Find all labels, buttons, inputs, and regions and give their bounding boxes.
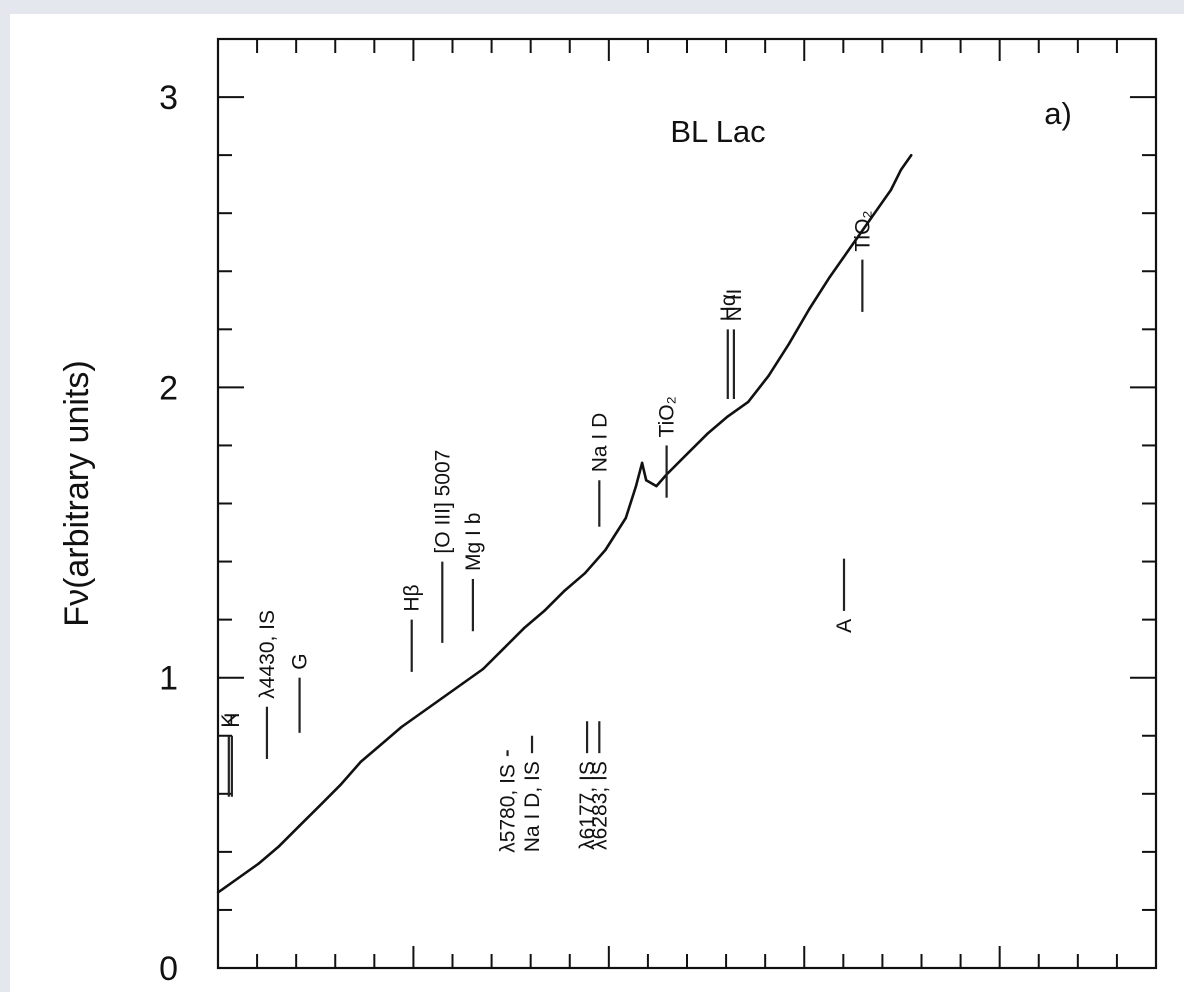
spectrum-point [257, 862, 260, 865]
feature-label: K [218, 714, 241, 728]
spectrum-point [461, 682, 464, 685]
feature-label: Hβ [401, 584, 424, 611]
y-tick-label: 3 [159, 79, 178, 117]
spectrum-point [787, 342, 791, 346]
spectrum-point [706, 432, 709, 436]
chart-title: BL Lac [670, 114, 765, 149]
feature-label: Hα [717, 294, 740, 321]
spectrum-point [685, 452, 689, 456]
spectrum-point [216, 891, 220, 894]
spectrum-point [624, 516, 628, 520]
spectrum-point [746, 400, 750, 404]
y-tick-label: 0 [159, 950, 178, 988]
feature-label: Na I D [588, 413, 611, 473]
spectrum-point [318, 804, 322, 807]
spectrum-point [400, 725, 403, 729]
spectrum-point [379, 743, 383, 746]
spectrum-point [808, 307, 811, 311]
feature-label: λ5780, IS [497, 764, 520, 853]
spectrum-point [298, 824, 301, 827]
feature-label: [O III] 5007 [431, 450, 454, 554]
y-axis-label: Fν(arbitrary units) [58, 360, 96, 626]
feature-label: Mg I b [462, 513, 485, 571]
spectrum-point [339, 783, 342, 787]
spectrum-point [848, 246, 852, 250]
spectrum-point [441, 696, 444, 700]
spectrum-point [645, 479, 648, 482]
feature-label: A [833, 619, 856, 633]
feature-label: TiO₂ [656, 396, 679, 437]
feature-label: Na I D, IS [521, 761, 544, 852]
spectrum-point [726, 415, 729, 418]
spectrum-point [634, 484, 638, 488]
plot-frame [216, 37, 1158, 970]
spectrum-point [655, 484, 658, 488]
spectrum-point [543, 609, 546, 613]
feature-label: N II [723, 289, 746, 322]
spectrum-point [481, 667, 485, 671]
spectrum-point [899, 168, 903, 171]
spectrum-point [869, 217, 872, 221]
feature-label: λ6283, IS [588, 761, 611, 850]
spectrum-point [828, 275, 831, 279]
feature-label: G [289, 653, 312, 669]
feature-label: TiO₂ [851, 210, 874, 251]
spectrum-point [277, 844, 281, 848]
spectrum-point [889, 188, 893, 192]
spectrum-point [420, 711, 424, 714]
panel-label: a) [1044, 96, 1072, 131]
spectrum-point [910, 153, 913, 157]
spectrum-point [359, 760, 362, 764]
spectrum-point [604, 548, 607, 552]
feature-label: λ4430, IS [256, 610, 279, 699]
spectrum-point [640, 461, 644, 465]
spectrum-point [563, 589, 566, 592]
feature-label: H [221, 713, 244, 728]
spectrum-point [237, 876, 240, 880]
spectrum-point [767, 374, 770, 377]
spectrum-point [522, 627, 526, 630]
spectrum-series-line [217, 154, 913, 894]
feature-label: λ6177, IS [576, 761, 599, 850]
y-tick-label: 2 [159, 369, 178, 407]
spectrum-chart: 0 1 2 3 Fν(arbitrary units) BL Lac a) KHλ4430, … [58, 37, 1158, 988]
spectrum-point [502, 647, 505, 650]
y-tick-label: 1 [159, 660, 178, 698]
spectrum-point [583, 571, 587, 575]
